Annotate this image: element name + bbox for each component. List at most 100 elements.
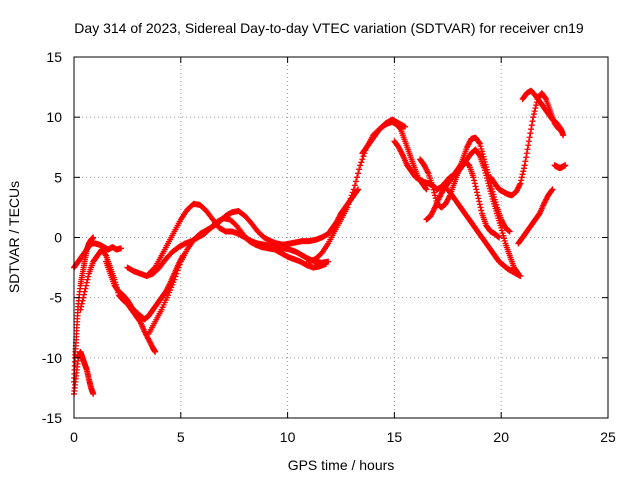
data-point: [152, 348, 159, 355]
data-point: [84, 276, 91, 283]
data-point: [429, 183, 436, 190]
data-point: [529, 118, 536, 125]
data-point: [423, 186, 430, 193]
y-tick-label: 0: [54, 230, 62, 246]
x-axis-label: GPS time / hours: [288, 457, 395, 473]
data-point: [80, 294, 87, 301]
x-tick-label: 15: [387, 429, 403, 445]
data-point: [151, 265, 158, 272]
data-point: [528, 122, 535, 129]
data-point: [531, 108, 538, 115]
data-point: [521, 162, 528, 169]
data-point: [351, 182, 358, 189]
data-point: [488, 185, 495, 192]
data-point: [359, 156, 366, 163]
data-point: [526, 134, 533, 141]
data-point: [525, 138, 532, 145]
x-axis-ticks: 0 5 10 15 20 25: [70, 57, 616, 445]
y-tick-label: 5: [54, 169, 62, 185]
data-point: [496, 234, 503, 241]
data-point: [523, 154, 530, 161]
data-point: [90, 234, 97, 241]
data-point: [476, 139, 483, 146]
data-point: [519, 171, 526, 178]
data-point: [349, 189, 356, 196]
series-arc-13: [423, 158, 503, 241]
y-tick-label: -5: [50, 290, 63, 306]
data-point: [478, 207, 485, 214]
data-point: [354, 187, 361, 194]
data-point: [542, 95, 549, 102]
data-point: [83, 279, 90, 286]
y-tick-label: -10: [42, 350, 62, 366]
data-point: [560, 132, 567, 139]
y-axis-ticks: -15 -10 -5 0 5 10 15: [42, 49, 608, 426]
data-point: [85, 273, 92, 280]
series-arc-16: [519, 87, 567, 139]
data-point: [470, 174, 477, 181]
data-point: [548, 187, 555, 194]
data-point: [517, 180, 524, 187]
x-tick-label: 20: [493, 429, 509, 445]
x-tick-label: 5: [177, 429, 185, 445]
data-point: [532, 105, 539, 112]
data-point: [488, 183, 495, 190]
data-point: [174, 267, 181, 274]
series-arc-17: [515, 186, 556, 247]
data-point: [476, 198, 483, 205]
series-arc-4: [77, 246, 159, 355]
data-point: [346, 198, 353, 205]
data-point: [518, 174, 525, 181]
y-tick-label: 10: [46, 109, 62, 125]
data-point: [517, 273, 524, 280]
data-point: [102, 251, 109, 258]
data-point: [518, 177, 525, 184]
x-tick-label: 25: [600, 429, 616, 445]
data-point: [77, 306, 84, 313]
data-point: [79, 297, 86, 304]
data-point: [344, 204, 351, 211]
grid-lines: [74, 57, 608, 418]
data-point: [471, 180, 478, 187]
data-point: [357, 162, 364, 169]
data-point: [473, 186, 480, 193]
data-point: [117, 245, 124, 252]
data-point: [90, 390, 97, 397]
y-axis-label: SDTVAR / TECUs: [6, 181, 22, 293]
data-point: [474, 192, 481, 199]
data-point: [352, 178, 359, 185]
data-point: [175, 264, 182, 271]
data-point: [176, 261, 183, 268]
data-point: [562, 162, 569, 169]
data-point: [533, 102, 540, 109]
series-arc-8: [145, 186, 362, 337]
data-points: [71, 87, 569, 397]
data-point: [430, 186, 437, 193]
data-point: [171, 276, 178, 283]
data-point: [422, 185, 429, 192]
data-point: [83, 282, 90, 289]
data-point: [506, 228, 513, 235]
chart-title: Day 314 of 2023, Sidereal Day-to-day VTE…: [74, 20, 584, 36]
data-point: [476, 201, 483, 208]
data-point: [350, 186, 357, 193]
series-arc-5: [103, 252, 186, 323]
series-arc-7: [145, 200, 332, 277]
data-point: [523, 150, 530, 157]
data-point: [172, 273, 179, 280]
data-point: [528, 126, 535, 133]
data-point: [78, 303, 85, 310]
y-tick-label: 15: [46, 49, 62, 65]
data-point: [471, 177, 478, 184]
data-point: [402, 123, 409, 130]
series-arc-14: [444, 186, 524, 280]
data-point: [520, 165, 527, 172]
series-arc-18: [551, 162, 569, 171]
data-point: [80, 291, 87, 298]
series-arc-15: [487, 90, 562, 199]
data-point: [473, 189, 480, 196]
data-point: [355, 170, 362, 177]
data-point: [345, 201, 352, 208]
data-point: [356, 166, 363, 173]
data-point: [530, 114, 537, 121]
